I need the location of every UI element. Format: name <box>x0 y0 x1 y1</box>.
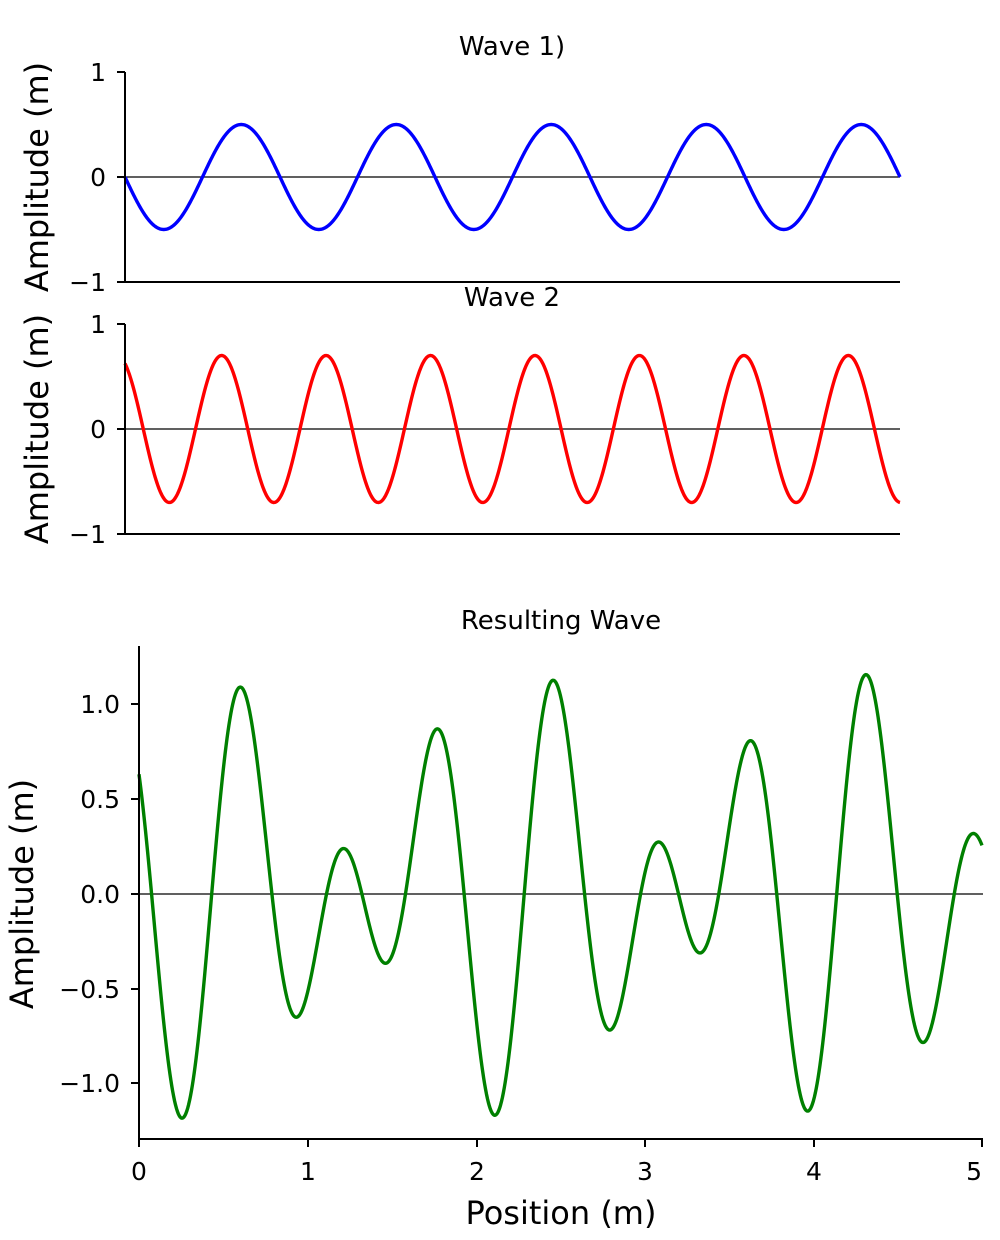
wave2-ylabel: Amplitude (m) <box>18 314 56 544</box>
wave2-series-line <box>123 353 901 505</box>
result-ytick-label: 0.0 <box>80 880 120 909</box>
wave2-title: Wave 2 <box>464 283 560 313</box>
result-title: Resulting Wave <box>461 606 661 636</box>
result-ytick-label: −1.0 <box>59 1069 120 1098</box>
result-ylabel: Amplitude (m) <box>3 779 41 1009</box>
wave2-y-ticks: 1 0 −1 <box>69 310 125 549</box>
wave2-ytick-label: 1 <box>90 310 106 339</box>
result-ytick-label: 0.5 <box>80 785 120 814</box>
wave2-panel: Wave 2 Amplitude (m) 1 0 −1 <box>18 283 901 549</box>
result-xtick-label: 2 <box>469 1157 485 1186</box>
wave2-ytick-label: 0 <box>90 415 106 444</box>
wave1-series-line <box>123 122 902 232</box>
wave1-ytick-label: 1 <box>90 58 106 87</box>
result-panel: Resulting Wave Amplitude (m) Position (m… <box>3 606 984 1232</box>
result-ytick-label: 1.0 <box>80 690 120 719</box>
result-xtick-label: 5 <box>966 1157 982 1186</box>
result-ytick-label: −0.5 <box>59 975 120 1004</box>
result-series-line <box>137 672 984 1120</box>
wave2-ytick-label: −1 <box>69 520 106 549</box>
wave1-y-ticks: 1 0 −1 <box>69 58 125 297</box>
result-x-ticks: 0 1 2 3 4 5 <box>131 1139 983 1186</box>
wave1-title: Wave 1) <box>459 32 565 62</box>
result-xtick-label: 3 <box>637 1157 653 1186</box>
result-y-ticks: 1.0 0.5 0.0 −0.5 −1.0 <box>59 690 139 1098</box>
wave1-ytick-label: 0 <box>90 163 106 192</box>
wave1-ytick-label: −1 <box>69 268 106 297</box>
result-xtick-label: 4 <box>806 1157 822 1186</box>
wave1-ylabel: Amplitude (m) <box>18 62 56 292</box>
wave1-panel: Wave 1) Amplitude (m) 1 0 −1 <box>18 32 902 297</box>
result-xlabel: Position (m) <box>466 1194 657 1232</box>
result-xtick-label: 1 <box>300 1157 316 1186</box>
result-xtick-label: 0 <box>131 1157 147 1186</box>
